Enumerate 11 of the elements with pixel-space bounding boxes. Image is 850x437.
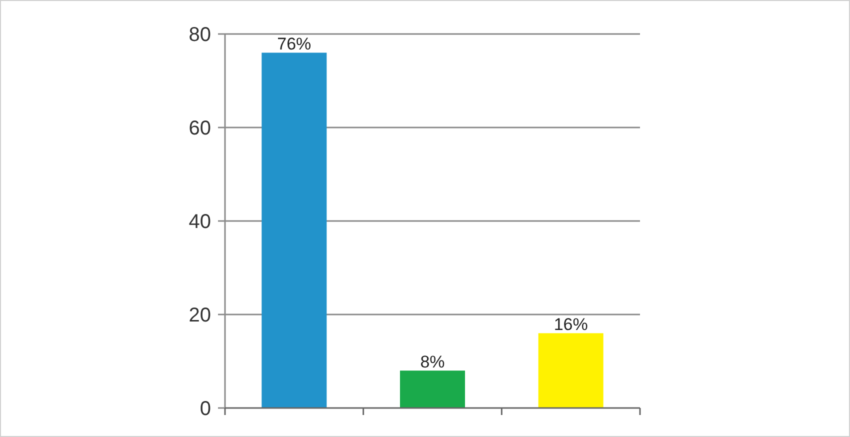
y-tick-label: 20 (188, 304, 211, 326)
bar (262, 52, 327, 408)
bar (538, 333, 604, 408)
data-label: 16% (554, 315, 588, 334)
y-tick-label: 0 (200, 398, 211, 420)
data-label: 76% (277, 34, 312, 54)
bar (400, 370, 466, 408)
y-tick-label: 80 (188, 24, 211, 46)
data-label: 8% (420, 352, 445, 372)
y-tick-label: 40 (188, 211, 211, 233)
y-tick-label: 60 (188, 118, 211, 140)
